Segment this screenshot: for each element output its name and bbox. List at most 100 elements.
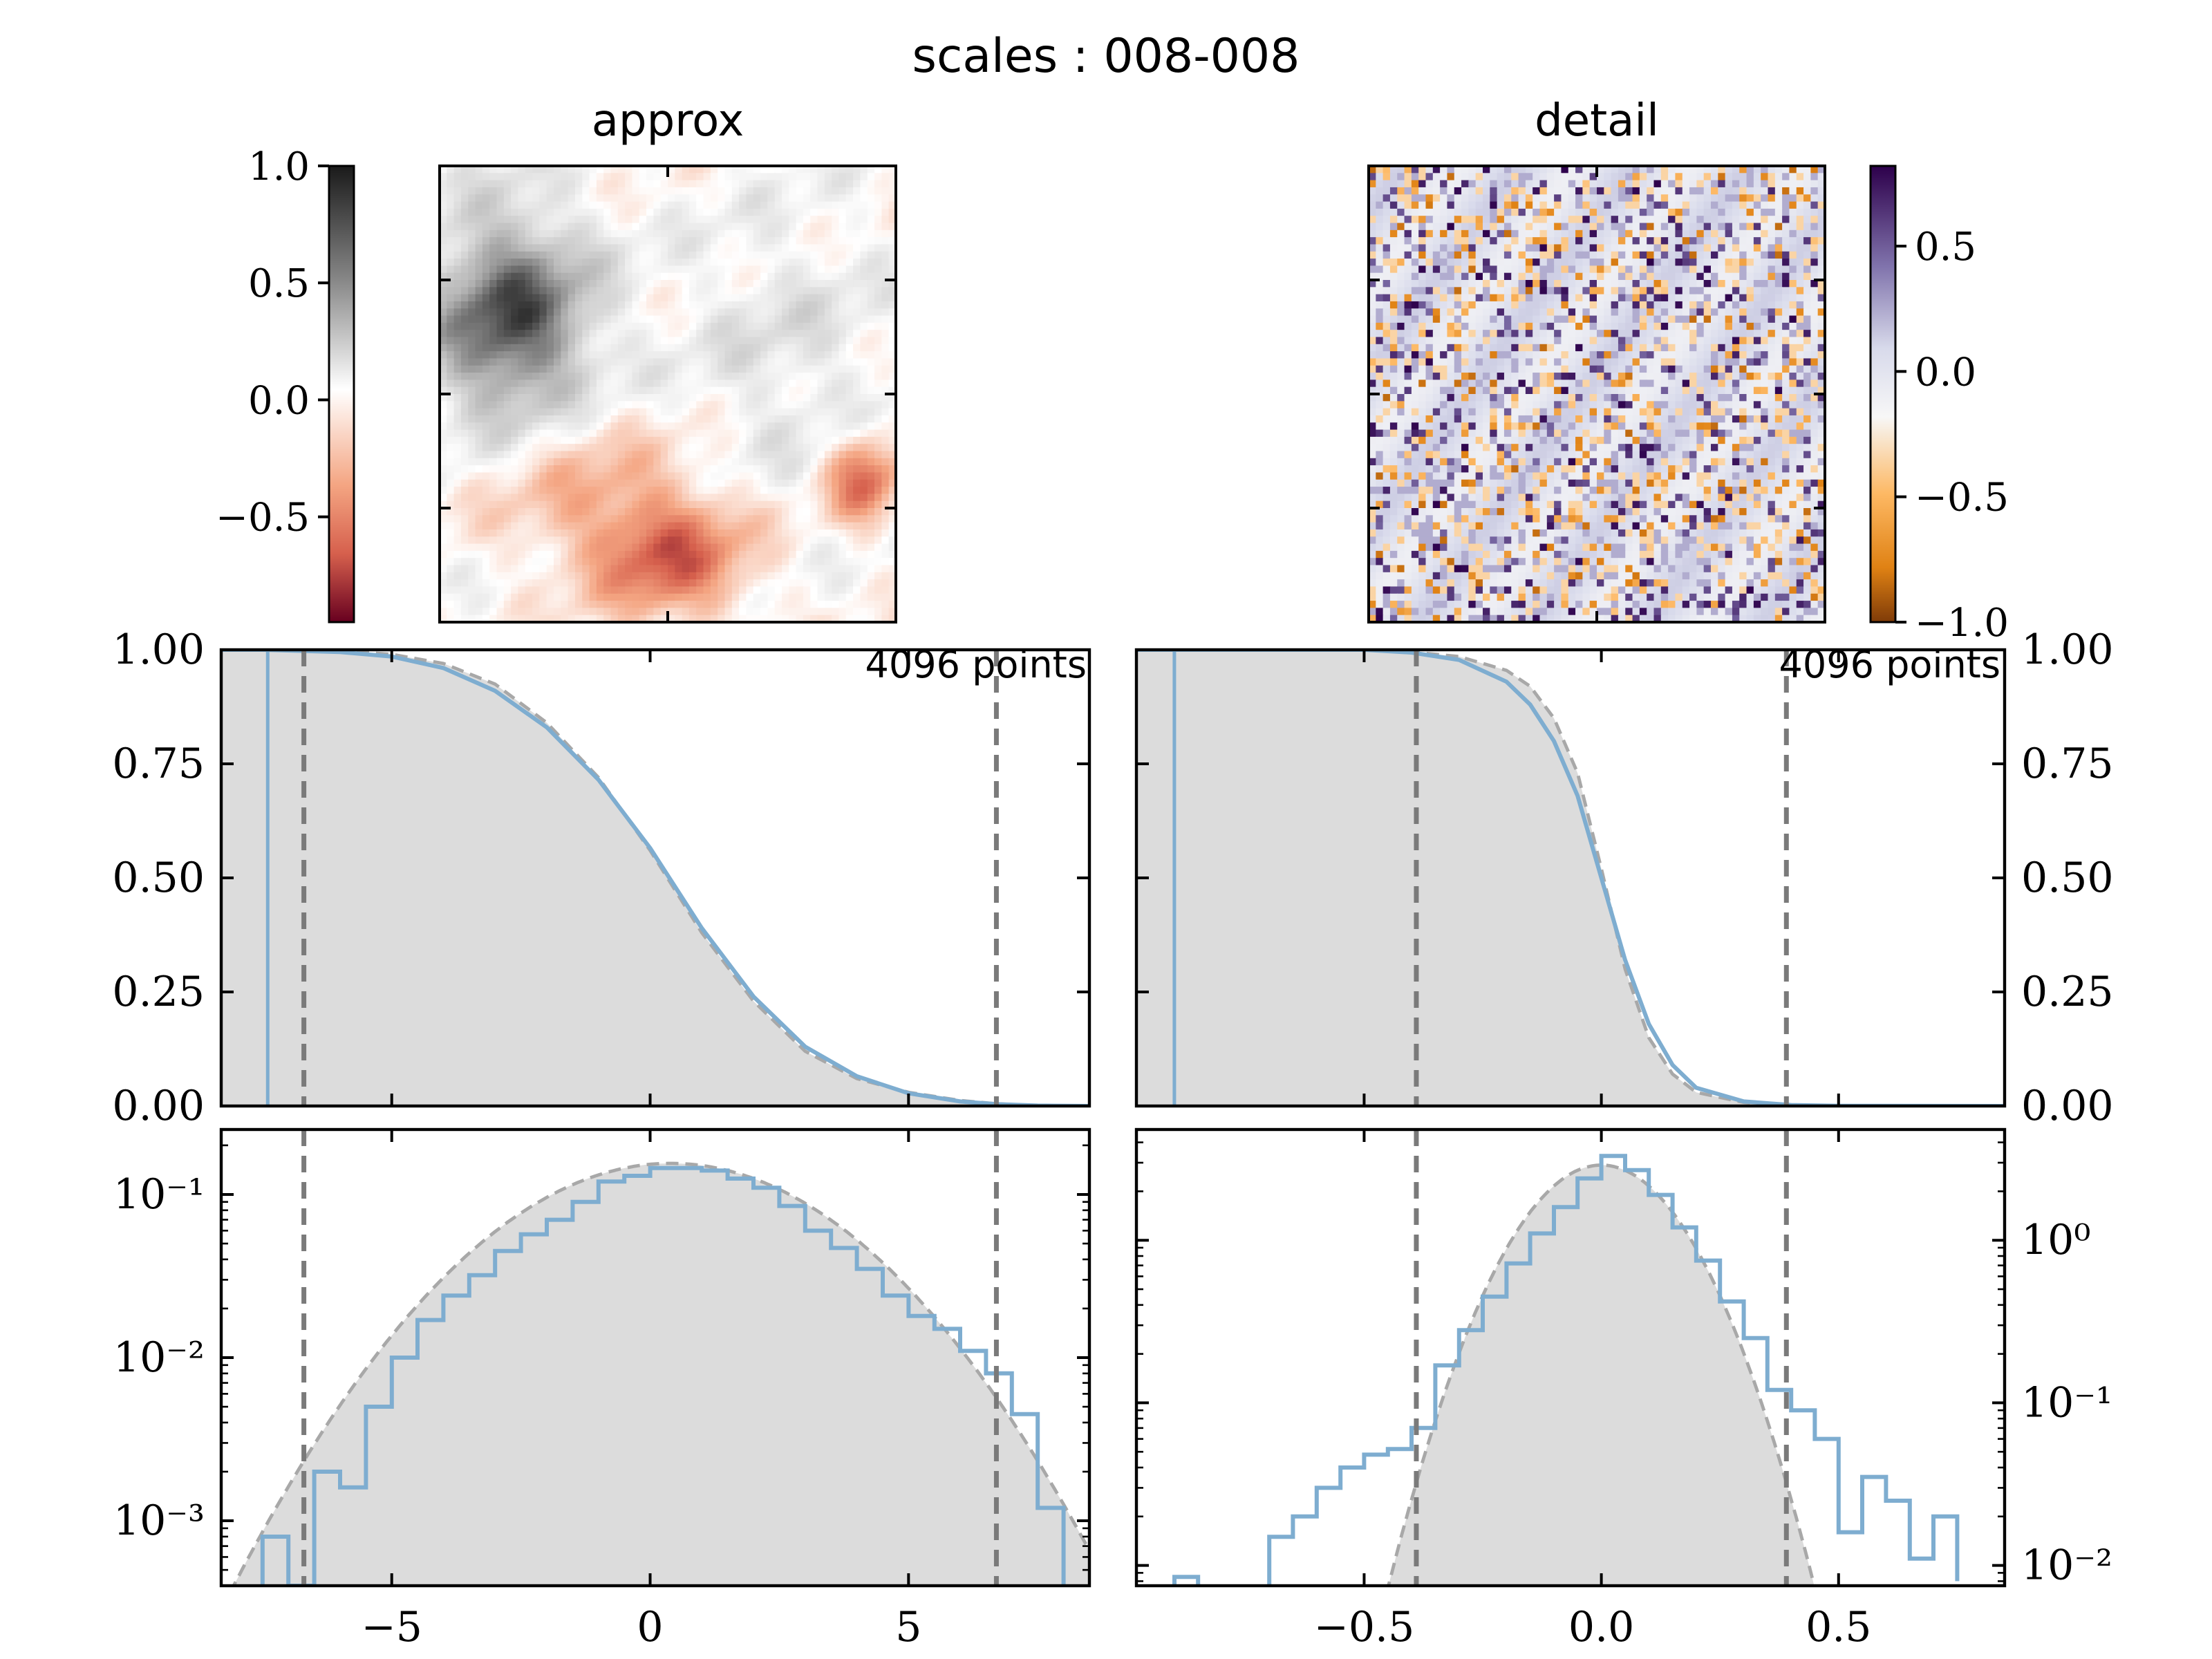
approx-heatmap-cell: [525, 436, 533, 444]
approx-heatmap-cell: [696, 508, 704, 516]
detail-heatmap-cell: [1632, 251, 1640, 259]
approx-heatmap-cell: [574, 458, 583, 466]
approx-heatmap-cell: [440, 558, 448, 566]
approx-heatmap-cell: [867, 451, 875, 459]
detail-heatmap-cell: [1397, 194, 1405, 203]
approx-heatmap-cell: [440, 337, 448, 345]
approx-heatmap-cell: [703, 436, 711, 444]
approx-heatmap-cell: [803, 458, 812, 466]
detail-heatmap-cell: [1753, 244, 1761, 252]
approx-heatmap-cell: [682, 208, 690, 216]
approx-heatmap-cell: [888, 337, 897, 345]
approx-heatmap-cell: [724, 579, 733, 588]
approx-heatmap-cell: [753, 216, 761, 224]
approx-heatmap-cell: [731, 173, 740, 181]
approx-heatmap-cell: [554, 415, 562, 424]
approx-heatmap-cell: [810, 344, 818, 352]
approx-heatmap-cell: [496, 508, 505, 516]
approx-heatmap-cell: [675, 229, 683, 238]
approx-heatmap-cell: [718, 315, 726, 324]
approx-heatmap-cell: [675, 536, 683, 545]
approx-heatmap-cell: [668, 451, 676, 459]
detail-heatmap-cell: [1789, 251, 1797, 259]
approx-heatmap-cell: [867, 565, 875, 573]
approx-heatmap-cell: [460, 444, 469, 452]
detail-heatmap-cell: [1718, 173, 1726, 181]
detail-heatmap-cell: [1675, 229, 1683, 238]
approx-heatmap-cell: [718, 408, 726, 416]
detail-heatmap-cell: [1546, 180, 1555, 188]
detail-heatmap-cell: [1647, 216, 1655, 224]
approx-heatmap-cell: [853, 315, 861, 324]
approx-heatmap-cell: [639, 408, 647, 416]
approx-heatmap-cell: [782, 529, 790, 538]
approx-heatmap-cell: [817, 330, 825, 338]
approx-heatmap-cell: [589, 572, 597, 580]
approx-heatmap-cell: [453, 330, 462, 338]
detail-heatmap-cell: [1546, 173, 1555, 181]
approx-heatmap-cell: [688, 422, 697, 431]
approx-heatmap-cell: [625, 237, 633, 245]
approx-heatmap-cell: [617, 251, 626, 259]
approx-heatmap-cell: [760, 408, 769, 416]
approx-heatmap-cell: [867, 515, 875, 523]
detail-heatmap-cell: [1675, 216, 1683, 224]
approx-heatmap-cell: [767, 415, 776, 424]
approx-heatmap-cell: [688, 251, 697, 259]
approx-heatmap-cell: [824, 315, 832, 324]
approx-heatmap-cell: [710, 500, 718, 509]
approx-heatmap-cell: [789, 315, 797, 324]
detail-heatmap-cell: [1503, 237, 1512, 245]
approx-heatmap-cell: [682, 301, 690, 310]
approx-heatmap-cell: [482, 308, 490, 317]
approx-heatmap-cell: [675, 259, 683, 267]
approx-heatmap-cell: [568, 529, 576, 538]
detail-heatmap-cell: [1447, 237, 1455, 245]
approx-heatmap-cell: [554, 229, 562, 238]
approx-heatmap-cell: [632, 180, 640, 188]
approx-heatmap-cell: [881, 301, 890, 310]
detail-heatmap-cell: [1746, 187, 1754, 196]
approx-heatmap-cell: [496, 308, 505, 317]
approx-heatmap-cell: [496, 529, 505, 538]
detail-heatmap-cell: [1817, 244, 1826, 252]
approx-heatmap-cell: [888, 615, 897, 623]
approx-heatmap-cell: [639, 194, 647, 203]
approx-heatmap-cell: [724, 601, 733, 609]
approx-heatmap-cell: [475, 451, 483, 459]
approx-heatmap-cell: [718, 536, 726, 545]
approx-heatmap-cell: [460, 465, 469, 474]
approx-heatmap-cell: [482, 187, 490, 196]
approx-heatmap-cell: [845, 365, 854, 373]
approx-heatmap-cell: [440, 358, 448, 366]
detail-heatmap-cell: [1369, 244, 1377, 252]
approx-heatmap-cell: [860, 429, 868, 438]
approx-heatmap-cell: [710, 615, 718, 623]
detail-heatmap-cell: [1483, 180, 1491, 188]
approx-heatmap-cell: [853, 265, 861, 274]
approx-heatmap-cell: [447, 451, 455, 459]
approx-heatmap-cell: [617, 379, 626, 388]
approx-heatmap-cell: [874, 429, 883, 438]
approx-heatmap-cell: [639, 265, 647, 274]
approx-heatmap-cell: [503, 365, 512, 373]
approx-heatmap-cell: [610, 365, 619, 373]
approx-heatmap-cell: [803, 572, 812, 580]
approx-heatmap-cell: [511, 451, 519, 459]
approx-heatmap-cell: [546, 315, 554, 324]
approx-heatmap-cell: [853, 529, 861, 538]
approx-heatmap-cell: [888, 515, 897, 523]
approx-heatmap-cell: [617, 494, 626, 502]
approx-heatmap-cell: [653, 373, 662, 381]
detail-heatmap-cell: [1746, 180, 1754, 188]
approx-heatmap-cell: [838, 166, 847, 174]
approx-heatmap-cell: [453, 593, 462, 601]
approx-heatmap-cell: [668, 365, 676, 373]
approx-heatmap-cell: [710, 280, 718, 288]
approx-heatmap-cell: [782, 479, 790, 487]
detail-heatmap-cell: [1817, 229, 1826, 238]
approx-heatmap-cell: [789, 487, 797, 495]
approx-heatmap-cell: [511, 379, 519, 388]
approx-heatmap-cell: [489, 586, 498, 594]
approx-heatmap-cell: [874, 223, 883, 231]
